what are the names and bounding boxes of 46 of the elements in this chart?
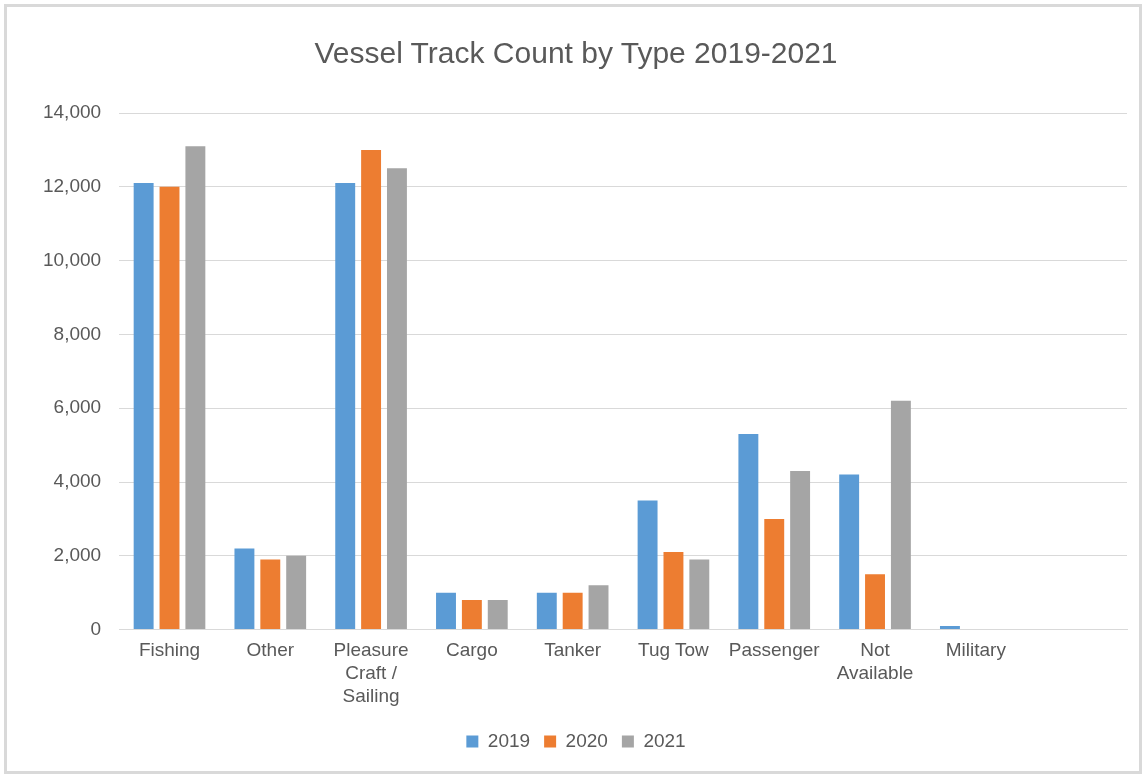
- y-tick-label: 10,000: [42, 248, 102, 270]
- bar: [286, 555, 307, 630]
- bar: [461, 600, 482, 630]
- bar: [335, 183, 356, 630]
- bar: [159, 186, 180, 630]
- x-tick-label: Passenger: [728, 639, 821, 661]
- bar: [689, 559, 710, 630]
- bar: [487, 600, 508, 630]
- y-tick-label: 4,000: [53, 470, 102, 492]
- chart-title: Vessel Track Count by Type 2019-2021: [314, 36, 838, 70]
- y-tick-label: 14,000: [42, 101, 102, 123]
- bar: [764, 518, 785, 630]
- y-tick-label: 2,000: [53, 544, 102, 566]
- bar: [637, 500, 658, 630]
- bar: [536, 592, 557, 630]
- bar: [865, 574, 885, 630]
- bar: [562, 592, 583, 630]
- x-tick-label: Tug Tow: [638, 639, 710, 661]
- bar: [790, 470, 811, 630]
- x-tick-label: Fishing: [138, 639, 201, 661]
- x-tick-label: Tanker: [544, 639, 602, 661]
- x-tick-label: Military: [945, 639, 1007, 661]
- y-tick-label: 12,000: [42, 175, 102, 197]
- bar: [939, 625, 960, 630]
- bar: [738, 434, 759, 630]
- bar: [361, 149, 382, 630]
- x-tick-label: Other: [246, 639, 295, 661]
- bar: [890, 400, 911, 630]
- bar: [436, 592, 456, 630]
- y-tick-label: 0: [90, 617, 102, 639]
- x-tick-label: Cargo: [446, 639, 498, 661]
- x-tick-label: Pleasure Craft / Sailing: [333, 639, 409, 706]
- legend-label: 2020: [565, 729, 608, 751]
- bar: [386, 168, 407, 630]
- bar: [133, 183, 154, 630]
- bar: [185, 146, 206, 630]
- bar: [839, 474, 860, 630]
- bar: [260, 559, 281, 630]
- legend-label: 2019: [487, 729, 531, 751]
- y-tick-label: 8,000: [53, 322, 102, 344]
- bar: [663, 552, 684, 630]
- legend-label: 2021: [643, 729, 686, 751]
- bar: [588, 585, 609, 630]
- x-tick-label: Not Available: [836, 639, 914, 684]
- bar: [234, 548, 255, 630]
- y-tick-label: 6,000: [53, 396, 102, 418]
